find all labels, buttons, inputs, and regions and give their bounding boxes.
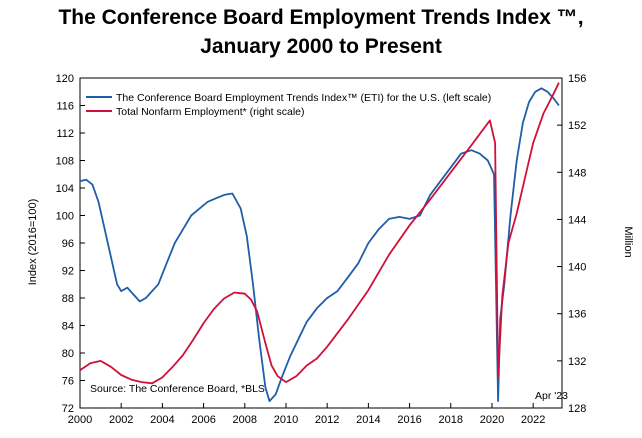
y-right-tick-label: 128 xyxy=(568,403,586,415)
x-tick-label: 2012 xyxy=(315,414,339,426)
y-axis-right-label: Million xyxy=(622,226,634,258)
y-left-tick-label: 116 xyxy=(56,101,74,113)
y-right-tick-label: 132 xyxy=(568,356,586,368)
y-left-tick-label: 112 xyxy=(56,128,74,140)
y-right-tick-label: 152 xyxy=(568,120,586,132)
y-left-tick-label: 84 xyxy=(62,321,74,333)
x-tick-label: 2022 xyxy=(521,414,545,426)
x-tick-label: 2004 xyxy=(150,414,174,426)
plot-frame xyxy=(79,77,563,409)
y-right-tick-label: 136 xyxy=(568,309,586,321)
x-tick-label: 2002 xyxy=(109,414,133,426)
legend-label-eti: The Conference Board Employment Trends I… xyxy=(116,92,491,104)
y-left-tick-label: 104 xyxy=(56,183,74,195)
chart-subtitle: January 2000 to Present xyxy=(200,35,442,58)
series-line-nonfarm xyxy=(79,82,560,385)
x-tick-label: 2016 xyxy=(397,414,421,426)
x-tick-label: 2006 xyxy=(191,414,215,426)
source-note: Source: The Conference Board, *BLS xyxy=(90,383,265,395)
y-left-tick-label: 72 xyxy=(62,403,74,415)
y-axis-left-label: Index (2016=100) xyxy=(27,198,39,286)
x-tick-label: 2018 xyxy=(439,414,463,426)
y-left-tick-label: 80 xyxy=(62,348,74,360)
x-tick-label: 2000 xyxy=(68,414,92,426)
y-right-tick-label: 156 xyxy=(568,73,586,85)
y-left-tick-label: 88 xyxy=(62,293,74,305)
x-tick-label: 2020 xyxy=(480,414,504,426)
y-left-tick-label: 108 xyxy=(56,156,74,168)
x-tick-label: 2010 xyxy=(274,414,298,426)
y-right-tick-label: 148 xyxy=(568,167,586,179)
legend-label-nonfarm: Total Nonfarm Employment* (right scale) xyxy=(116,106,304,118)
y-right-tick-label: 144 xyxy=(568,214,586,226)
chart-title: The Conference Board Employment Trends I… xyxy=(58,6,584,29)
y-left-tick-label: 100 xyxy=(56,211,74,223)
y-left-tick-label: 76 xyxy=(62,376,74,388)
y-left-tick-label: 96 xyxy=(62,238,74,250)
y-left-tick-label: 120 xyxy=(56,73,74,85)
x-tick-label: 2014 xyxy=(356,414,380,426)
series-line-eti xyxy=(79,87,560,403)
y-right-tick-label: 140 xyxy=(568,262,586,274)
y-left-tick-label: 92 xyxy=(62,266,74,278)
x-tick-label: 2008 xyxy=(233,414,257,426)
date-note: Apr '23 xyxy=(535,390,568,402)
